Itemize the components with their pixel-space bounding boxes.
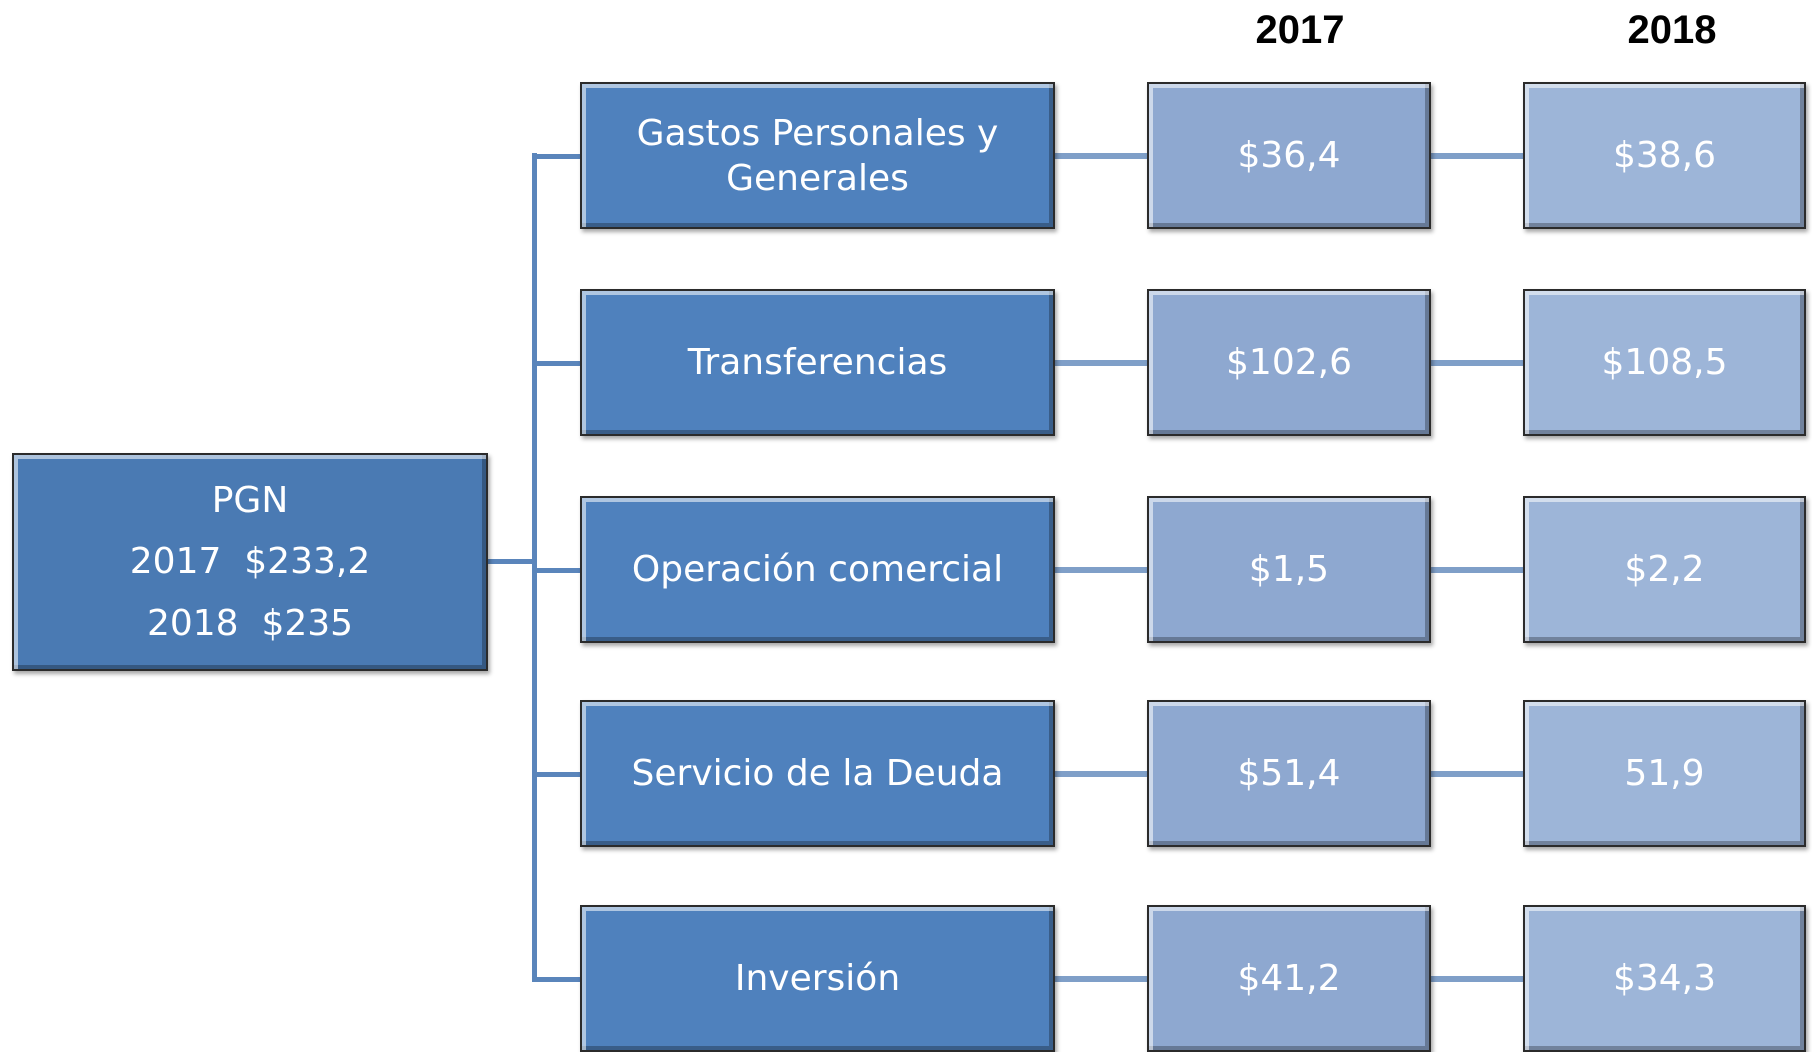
connector <box>1055 566 1147 573</box>
value-node: $51,4 <box>1147 700 1431 847</box>
connector <box>534 360 580 366</box>
connector <box>534 771 580 777</box>
connector <box>1431 152 1523 159</box>
connector <box>1431 359 1523 366</box>
root-line: 2017 $233,2 <box>129 541 371 583</box>
connector <box>1055 975 1147 982</box>
value-node: 51,9 <box>1523 700 1806 847</box>
connector <box>1055 770 1147 777</box>
root-line: PGN <box>211 480 289 522</box>
category-node: Transferencias <box>580 289 1055 436</box>
value-node: $38,6 <box>1523 82 1806 229</box>
connector <box>1055 359 1147 366</box>
root-line: 2018 $235 <box>146 602 354 644</box>
value-node: $1,5 <box>1147 496 1431 643</box>
connector <box>534 567 580 573</box>
connector <box>488 559 534 564</box>
value-node: $102,6 <box>1147 289 1431 436</box>
value-node: $34,3 <box>1523 905 1806 1052</box>
category-node: Inversión <box>580 905 1055 1052</box>
category-node: Operación comercial <box>580 496 1055 643</box>
connector <box>534 153 580 159</box>
connector <box>534 976 580 982</box>
category-node: Gastos Personales y Generales <box>580 82 1055 229</box>
root-node: PGN 2017 $233,2 2018 $235 <box>12 453 488 671</box>
connector <box>1431 975 1523 982</box>
year-header: 2017 <box>1255 8 1345 52</box>
year-header: 2018 <box>1627 8 1717 52</box>
value-node: $36,4 <box>1147 82 1431 229</box>
value-node: $2,2 <box>1523 496 1806 643</box>
category-node: Servicio de la Deuda <box>580 700 1055 847</box>
value-node: $108,5 <box>1523 289 1806 436</box>
connector <box>1431 566 1523 573</box>
value-node: $41,2 <box>1147 905 1431 1052</box>
connector <box>1431 770 1523 777</box>
connector <box>1055 152 1147 159</box>
